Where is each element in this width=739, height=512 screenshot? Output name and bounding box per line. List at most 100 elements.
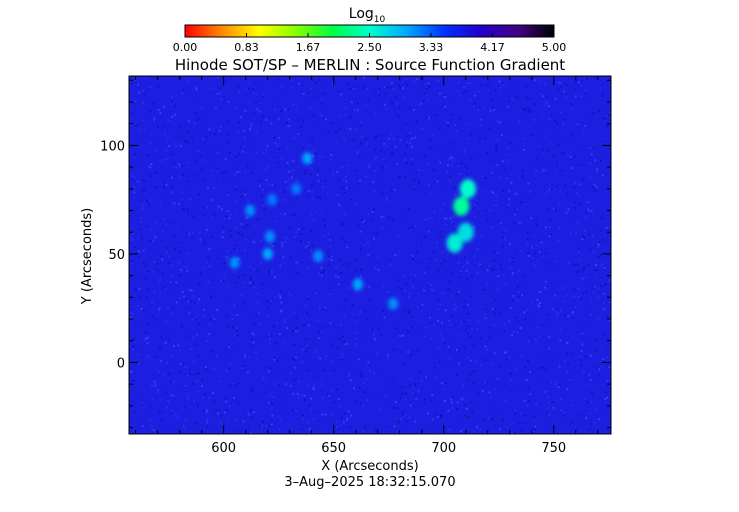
noise-pixel bbox=[434, 232, 437, 235]
noise-pixel bbox=[210, 169, 213, 172]
noise-pixel bbox=[219, 380, 222, 383]
noise-pixel bbox=[162, 124, 165, 127]
noise-pixel bbox=[462, 428, 465, 431]
noise-pixel bbox=[554, 120, 557, 123]
noise-pixel bbox=[488, 391, 491, 394]
noise-pixel bbox=[163, 373, 166, 376]
noise-pixel bbox=[584, 233, 587, 236]
noise-pixel bbox=[410, 326, 413, 329]
noise-pixel bbox=[591, 287, 594, 290]
noise-pixel bbox=[233, 334, 235, 337]
noise-pixel bbox=[558, 239, 561, 242]
noise-pixel bbox=[314, 95, 317, 98]
noise-pixel bbox=[339, 182, 342, 185]
noise-pixel bbox=[304, 249, 307, 252]
noise-pixel bbox=[345, 358, 348, 361]
noise-pixel bbox=[249, 432, 252, 434]
noise-pixel bbox=[203, 143, 206, 146]
noise-pixel bbox=[491, 418, 493, 421]
noise-pixel bbox=[577, 296, 580, 299]
noise-pixel bbox=[544, 135, 546, 138]
colorbar-tick-label: 4.17 bbox=[480, 41, 505, 54]
noise-pixel bbox=[205, 206, 208, 209]
noise-pixel bbox=[609, 111, 611, 114]
noise-pixel bbox=[480, 364, 483, 367]
noise-pixel bbox=[425, 116, 428, 119]
noise-pixel bbox=[177, 135, 180, 138]
noise-pixel bbox=[391, 152, 394, 155]
noise-pixel bbox=[216, 355, 218, 358]
x-tick-label: 600 bbox=[211, 441, 236, 456]
noise-pixel bbox=[322, 271, 325, 274]
noise-pixel bbox=[159, 255, 162, 258]
noise-pixel bbox=[535, 343, 537, 346]
noise-pixel bbox=[548, 336, 551, 339]
noise-pixel bbox=[416, 349, 419, 352]
noise-pixel bbox=[411, 254, 414, 257]
noise-pixel bbox=[396, 103, 399, 106]
noise-pixel bbox=[527, 109, 530, 112]
noise-pixel bbox=[144, 331, 147, 334]
noise-pixel bbox=[225, 215, 228, 218]
noise-pixel bbox=[236, 171, 239, 173]
noise-pixel bbox=[556, 123, 559, 126]
noise-pixel bbox=[438, 232, 441, 234]
noise-pixel bbox=[378, 94, 381, 97]
noise-pixel bbox=[188, 312, 191, 315]
noise-pixel bbox=[222, 279, 224, 282]
noise-pixel bbox=[317, 167, 320, 169]
noise-pixel bbox=[131, 384, 134, 387]
noise-pixel bbox=[441, 291, 444, 294]
noise-pixel bbox=[475, 426, 478, 429]
noise-pixel bbox=[392, 87, 395, 90]
noise-pixel bbox=[330, 259, 333, 262]
noise-pixel bbox=[566, 341, 569, 344]
noise-pixel bbox=[503, 330, 506, 332]
heatmap-features bbox=[229, 152, 476, 310]
noise-pixel bbox=[519, 326, 522, 329]
noise-pixel bbox=[349, 128, 352, 130]
noise-pixel bbox=[473, 384, 476, 387]
noise-pixel bbox=[129, 80, 132, 83]
noise-pixel bbox=[426, 162, 429, 165]
noise-pixel bbox=[131, 232, 134, 235]
noise-pixel bbox=[569, 378, 572, 381]
noise-pixel bbox=[590, 412, 593, 415]
noise-pixel bbox=[590, 114, 593, 117]
noise-pixel bbox=[159, 348, 162, 350]
noise-pixel bbox=[215, 357, 218, 360]
noise-pixel bbox=[404, 153, 407, 156]
noise-pixel bbox=[494, 312, 497, 315]
noise-pixel bbox=[262, 421, 265, 424]
noise-pixel bbox=[449, 398, 452, 401]
noise-pixel bbox=[276, 161, 279, 164]
noise-pixel bbox=[350, 414, 353, 417]
noise-pixel bbox=[372, 181, 374, 184]
noise-pixel bbox=[223, 281, 226, 284]
noise-pixel bbox=[559, 339, 562, 342]
noise-pixel bbox=[544, 391, 547, 394]
noise-pixel bbox=[488, 85, 491, 87]
noise-pixel bbox=[296, 393, 299, 396]
noise-pixel bbox=[584, 124, 587, 127]
noise-pixel bbox=[162, 342, 165, 345]
noise-pixel bbox=[573, 207, 576, 210]
noise-pixel bbox=[536, 298, 539, 301]
noise-pixel bbox=[370, 320, 373, 323]
noise-pixel bbox=[325, 355, 328, 357]
noise-pixel bbox=[282, 399, 285, 402]
noise-pixel bbox=[443, 400, 446, 402]
noise-pixel bbox=[384, 394, 387, 397]
noise-pixel bbox=[174, 294, 177, 297]
noise-pixel bbox=[543, 104, 546, 107]
noise-pixel bbox=[369, 113, 372, 116]
noise-pixel bbox=[368, 285, 371, 288]
noise-pixel bbox=[481, 389, 484, 392]
noise-pixel bbox=[460, 398, 463, 401]
noise-pixel bbox=[498, 80, 501, 83]
noise-pixel bbox=[427, 109, 430, 112]
noise-pixel bbox=[554, 98, 557, 101]
noise-pixel bbox=[556, 164, 558, 167]
noise-pixel bbox=[367, 253, 370, 256]
noise-pixel bbox=[511, 272, 514, 274]
